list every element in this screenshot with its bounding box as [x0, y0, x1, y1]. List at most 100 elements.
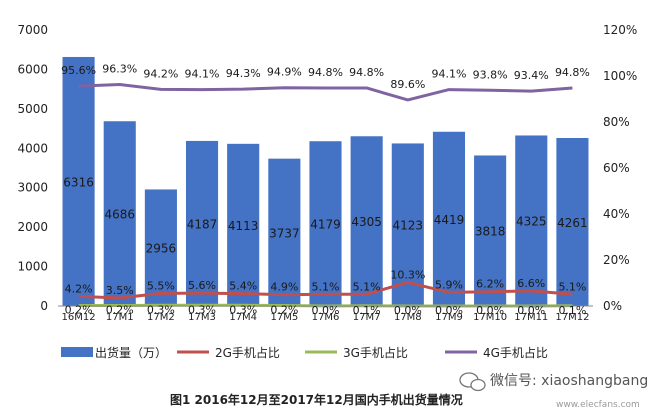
y-tick-label: 7000	[17, 23, 48, 37]
legend-label: 4G手机占比	[483, 345, 548, 360]
line-value-label: 5.1%	[558, 280, 586, 293]
bar	[474, 155, 507, 306]
x-tick-label: 17M12	[555, 312, 589, 323]
bar-value-label: 4187	[187, 217, 218, 231]
bar	[556, 137, 589, 306]
bar	[62, 56, 95, 306]
y-tick-label: 3000	[17, 181, 48, 195]
bar	[103, 121, 136, 306]
y-tick-label: 5000	[17, 102, 48, 116]
bar	[432, 131, 466, 306]
line-2G手机占比	[78, 280, 573, 300]
line-value-label: 0.2%	[65, 304, 93, 317]
bar-value-label: 4305	[351, 215, 382, 229]
line-value-label: 6.6%	[517, 277, 545, 290]
line-value-label: 5.9%	[435, 278, 463, 291]
line-value-label: 6.2%	[476, 278, 504, 291]
line-value-label: 4.2%	[65, 282, 93, 295]
chart-caption: 图1 2016年12月至2017年12月国内手机出货量情况	[170, 392, 463, 407]
watermark-text: 微信号: xiaoshangbang	[490, 373, 648, 389]
bar	[227, 143, 260, 306]
bar-value-label: 3818	[475, 225, 506, 239]
x-tick-label: 17M4	[229, 312, 257, 323]
bar-value-label: 4261	[557, 216, 588, 230]
bar-value-label: 6316	[63, 175, 94, 189]
line-value-label: 5.6%	[188, 279, 216, 292]
data-labels: 6316 4686 2956 4187 4113 3737 4179 4305 4123 4419…	[61, 63, 590, 317]
y-tick-label: 1000	[17, 260, 48, 274]
x-tick-label: 17M3	[188, 312, 216, 323]
bar	[185, 140, 219, 306]
line-value-label: 94.8%	[555, 66, 590, 79]
bar-series	[62, 56, 589, 306]
bar-value-label: 4325	[516, 215, 547, 229]
line-value-label: 94.3%	[226, 67, 261, 80]
y-tick-label: 6000	[17, 62, 48, 76]
line-value-label: 0.3%	[229, 303, 257, 316]
line-value-label: 0.0%	[312, 304, 340, 317]
x-tick-label: 17M8	[394, 312, 422, 323]
x-tick-label: 17M6	[312, 312, 340, 323]
x-tick-label: 17M5	[270, 312, 298, 323]
bar-value-label: 4179	[310, 218, 341, 232]
bar-value-label: 4419	[434, 213, 465, 227]
x-tick-label: 17M1	[106, 312, 134, 323]
x-tick-label: 17M10	[473, 312, 507, 323]
line-value-label: 0.0%	[476, 304, 504, 317]
line-4G手机占比	[78, 83, 573, 102]
watermark-site: www.elecfans.com	[556, 400, 640, 410]
line-value-label: 5.5%	[147, 279, 175, 292]
y-tick-label: 2000	[17, 220, 48, 234]
wechat-icon	[459, 372, 486, 392]
line-value-label: 96.3%	[102, 63, 137, 76]
legend-label: 3G手机占比	[343, 345, 408, 360]
line-value-label: 94.1%	[185, 68, 220, 81]
y2-tick-label: 120%	[603, 23, 637, 37]
bar-value-label: 4123	[393, 219, 424, 233]
bar-value-label: 4686	[104, 208, 135, 222]
line-value-label: 0.1%	[353, 304, 381, 317]
bar	[350, 136, 383, 306]
x-tick-label: 16M12	[62, 312, 96, 323]
line-value-label: 95.6%	[61, 64, 96, 77]
x-tick-label: 17M9	[435, 312, 463, 323]
line-value-label: 5.4%	[229, 280, 257, 293]
legend: 出货量（万） 2G手机占比 3G手机占比 4G手机占比	[61, 345, 548, 360]
bar-value-label: 2956	[146, 242, 177, 256]
y2-tick-label: 40%	[603, 207, 630, 221]
line-value-label: 0.1%	[558, 304, 586, 317]
line-value-label: 94.8%	[349, 66, 384, 79]
line-value-label: 0.2%	[106, 304, 134, 317]
bar	[391, 143, 424, 306]
y2-tick-label: 100%	[603, 69, 637, 83]
y2-tick-label: 0%	[603, 299, 622, 313]
line-value-label: 94.8%	[308, 66, 343, 79]
x-tick-label: 17M11	[514, 312, 548, 323]
legend-label: 出货量（万）	[95, 345, 167, 360]
legend-label: 2G手机占比	[215, 345, 280, 360]
watermark: 微信号: xiaoshangbang www.elecfans.com	[459, 372, 648, 410]
line-value-label: 89.6%	[390, 78, 425, 91]
legend-swatch	[61, 347, 93, 357]
bar	[268, 158, 301, 306]
y2-tick-label: 20%	[603, 253, 630, 267]
axes: 0 1000 2000 3000 4000 5000 6000 7000 0% 20% 40% 60%…	[17, 23, 637, 323]
bar	[309, 141, 342, 306]
x-tick-label: 17M7	[353, 312, 381, 323]
line-value-label: 93.8%	[473, 68, 508, 81]
y-tick-label: 4000	[17, 141, 48, 155]
bar	[144, 189, 177, 306]
x-tick-label: 17M2	[147, 312, 175, 323]
line-value-label: 4.9%	[270, 281, 298, 294]
line-value-label: 94.2%	[143, 67, 178, 80]
line-value-label: 94.9%	[267, 66, 302, 79]
line-value-label: 0.3%	[188, 303, 216, 316]
y-tick-label: 0	[40, 299, 48, 313]
line-value-label: 5.1%	[312, 280, 340, 293]
line-value-label: 0.3%	[147, 303, 175, 316]
y2-tick-label: 80%	[603, 115, 630, 129]
bar	[515, 135, 548, 306]
line-value-label: 5.1%	[353, 280, 381, 293]
line-value-label: 94.1%	[431, 68, 466, 81]
